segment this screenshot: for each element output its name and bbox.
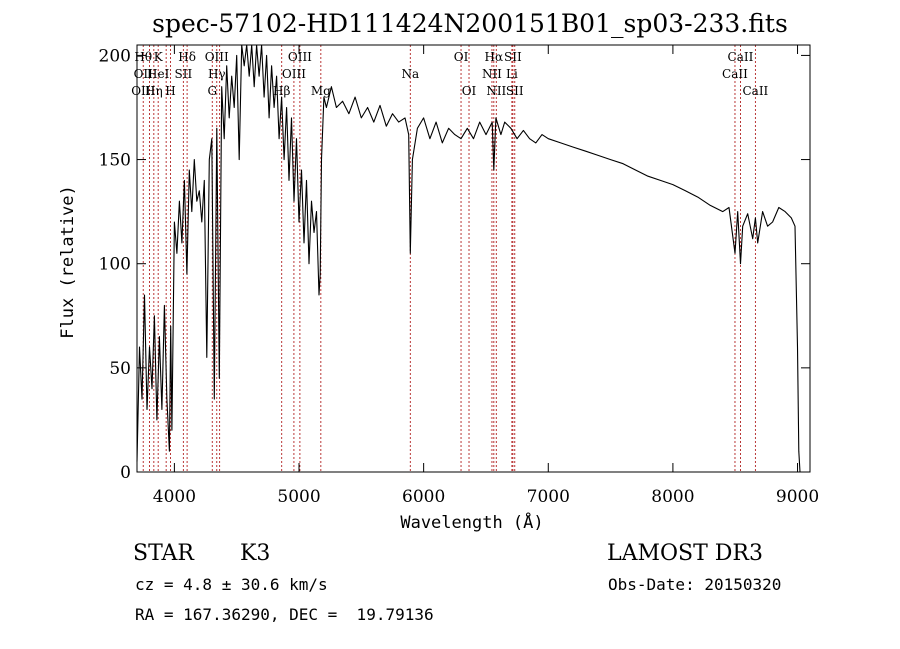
spectral-line-label: H	[165, 84, 175, 98]
spectral-line-label: SII	[506, 84, 524, 98]
spectral-line-label: CaII	[728, 50, 754, 64]
spectral-line-label: NII	[482, 67, 502, 81]
y-axis-label: Flux (relative)	[58, 185, 78, 339]
spectral-line-label: K	[154, 50, 164, 64]
spectral-line-label: NII	[486, 84, 506, 98]
spectral-line-label: G	[207, 84, 217, 98]
spectral-line-label: OIII	[205, 50, 229, 64]
y-tick-label: 150	[99, 151, 131, 171]
x-tick-label: 6000	[402, 487, 445, 507]
y-axis-ticks: 0 50 100 150 200	[99, 46, 810, 483]
spectral-line-label: Li	[506, 67, 518, 81]
x-tick-label: 9000	[776, 487, 819, 507]
x-tick-label: 4000	[153, 487, 196, 507]
spectral-line-label: SII	[175, 67, 193, 81]
x-tick-label: 7000	[527, 487, 570, 507]
spectral-line-label: OII	[134, 67, 154, 81]
spectral-line-label: Hη	[145, 84, 163, 98]
x-tick-label: 5000	[277, 487, 320, 507]
spectral-line-label: Mg	[311, 84, 331, 98]
x-axis-ticks: 4000 5000 6000 7000 8000 9000	[153, 45, 819, 507]
spectral-line-label: OIII	[282, 67, 306, 81]
x-tick-label: 8000	[651, 487, 694, 507]
plot-frame	[136, 44, 811, 473]
chart-title: spec-57102-HD111424N200151B01_sp03-233.f…	[152, 9, 788, 38]
x-axis-label: Wavelength (Å)	[400, 511, 543, 533]
spectral-line-label: OI	[462, 84, 477, 98]
spectrum-line	[136, 44, 801, 473]
subclass: K3	[240, 541, 270, 566]
spectral-line-label: OI	[454, 50, 469, 64]
object-class: STAR	[133, 541, 195, 566]
y-tick-label: 0	[120, 463, 131, 483]
spectral-line-label: CaII	[722, 67, 748, 81]
obs-date: Obs-Date: 20150320	[608, 575, 781, 594]
redshift-info: cz = 4.8 ± 30.6 km/s	[135, 575, 328, 594]
spectral-line-label: Hγ	[208, 67, 226, 81]
spectral-line-label: OIII	[288, 50, 312, 64]
spectral-line-label: Na	[401, 67, 419, 81]
coordinates: RA = 167.36290, DEC = 19.79136	[135, 605, 434, 624]
spectral-line-label: SII	[504, 50, 522, 64]
y-tick-label: 200	[99, 46, 131, 66]
y-tick-label: 50	[109, 359, 131, 379]
survey-name: LAMOST DR3	[607, 541, 763, 566]
spectral-line-label: Hα	[485, 50, 504, 64]
spectral-line-label: Hδ	[178, 50, 196, 64]
y-tick-label: 100	[99, 255, 131, 275]
spectral-line-label: CaII	[742, 84, 768, 98]
spectral-line-label: HeI	[147, 67, 170, 81]
spectral-line-label: Hθ	[134, 50, 152, 64]
spectral-line-markers	[142, 45, 756, 472]
